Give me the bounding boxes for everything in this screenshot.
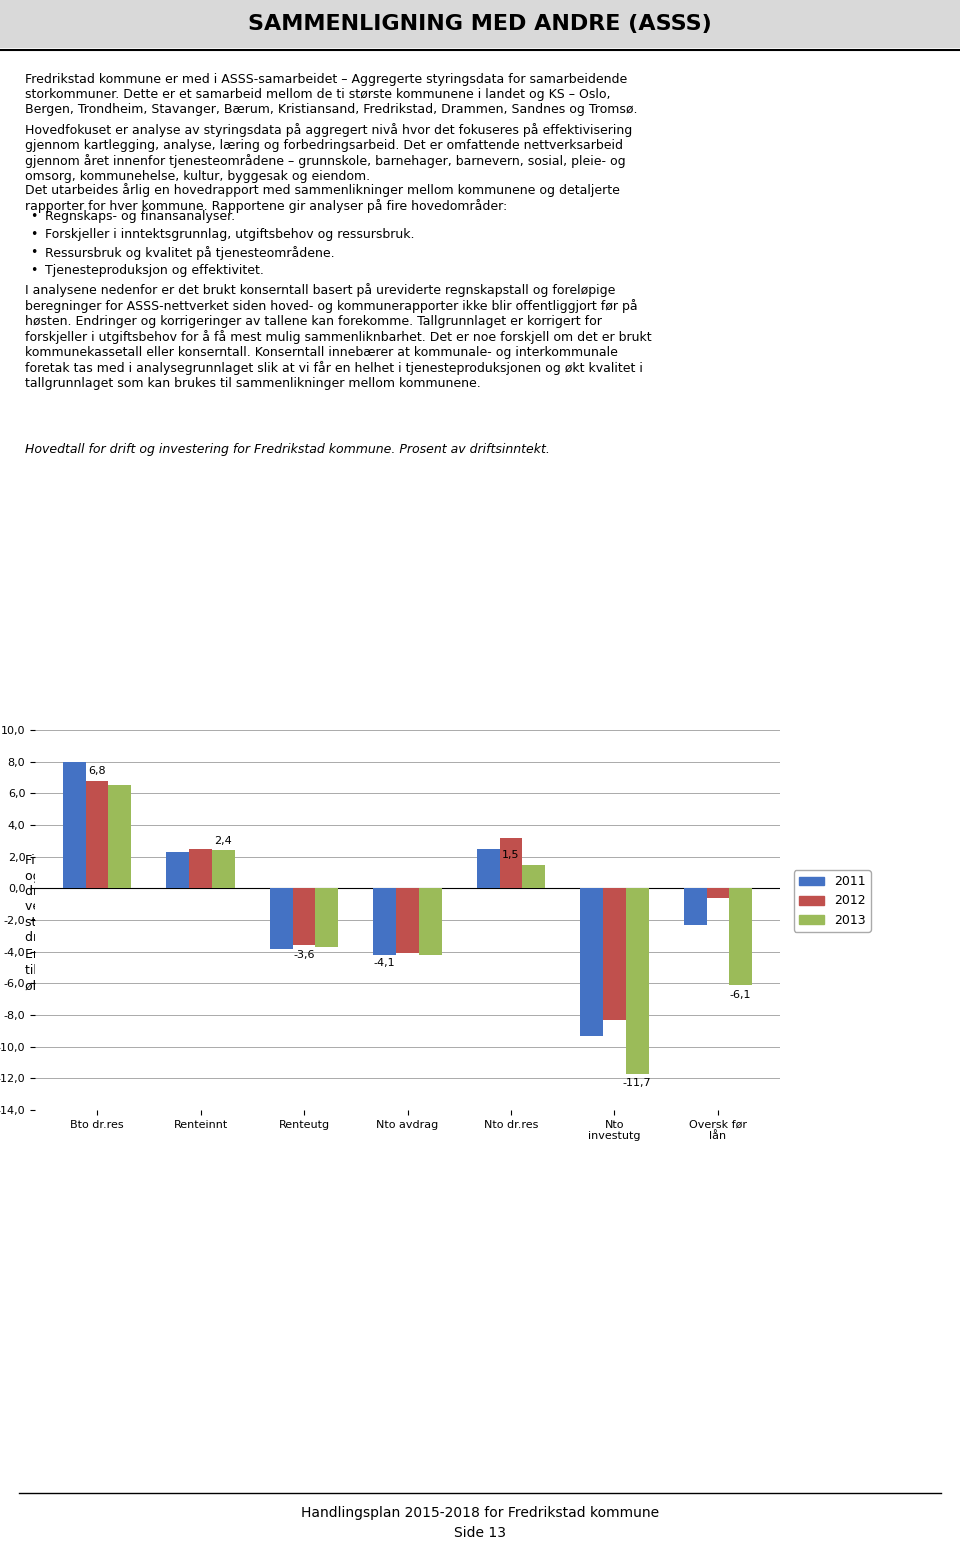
Bar xyxy=(684,889,707,925)
Bar xyxy=(626,889,649,1074)
Text: 6,8: 6,8 xyxy=(88,765,106,776)
Text: -6,1: -6,1 xyxy=(730,989,752,1000)
Text: Side 13: Side 13 xyxy=(454,1526,506,1540)
Text: Figuren over viser hovedtrekkene i Fredrikstad kommunes økonomiske utvikling i å: Figuren over viser hovedtrekkene i Fredr… xyxy=(25,853,672,944)
Bar xyxy=(166,851,189,889)
Bar xyxy=(477,848,499,889)
FancyBboxPatch shape xyxy=(0,0,960,49)
Bar xyxy=(499,837,522,889)
Text: •: • xyxy=(30,263,37,278)
Bar xyxy=(522,864,545,889)
Text: 2,4: 2,4 xyxy=(214,836,232,845)
Bar xyxy=(85,781,108,889)
Bar xyxy=(316,889,338,947)
Bar xyxy=(603,889,626,1019)
Text: I analysene nedenfor er det brukt konserntall basert på ureviderte regnskapstall: I analysene nedenfor er det brukt konser… xyxy=(25,282,652,390)
Text: -3,6: -3,6 xyxy=(293,950,315,960)
Text: Tjenesteproduksjon og effektivitet.: Tjenesteproduksjon og effektivitet. xyxy=(45,263,264,278)
Legend: 2011, 2012, 2013: 2011, 2012, 2013 xyxy=(794,870,871,931)
Text: •: • xyxy=(30,210,37,223)
Text: SAMMENLIGNING MED ANDRE (ASSS): SAMMENLIGNING MED ANDRE (ASSS) xyxy=(248,14,712,34)
Text: •: • xyxy=(30,227,37,241)
Text: 1,5: 1,5 xyxy=(502,850,519,859)
Text: Forskjeller i inntektsgrunnlag, utgiftsbehov og ressursbruk.: Forskjeller i inntektsgrunnlag, utgiftsb… xyxy=(45,227,415,241)
Bar xyxy=(707,889,730,898)
Bar xyxy=(63,762,85,889)
Bar xyxy=(189,848,212,889)
Bar xyxy=(373,889,396,955)
Text: Fredrikstad kommune er med i ASSS-samarbeidet – Aggregerte styringsdata for sama: Fredrikstad kommune er med i ASSS-samarb… xyxy=(25,74,637,116)
Text: -11,7: -11,7 xyxy=(623,1079,652,1088)
Text: Hovedtall for drift og investering for Fredrikstad kommune. Prosent av driftsinn: Hovedtall for drift og investering for F… xyxy=(25,444,550,456)
Bar xyxy=(730,889,752,985)
Text: En relativt stabil utvikling i renteinntekter og netto avdrag samtidig med noe l: En relativt stabil utvikling i renteinnt… xyxy=(25,949,676,993)
Text: •: • xyxy=(30,246,37,259)
Text: Hovedfokuset er analyse av styringsdata på aggregert nivå hvor det fokuseres på : Hovedfokuset er analyse av styringsdata … xyxy=(25,122,633,183)
Text: Ressursbruk og kvalitet på tjenesteområdene.: Ressursbruk og kvalitet på tjenesteområd… xyxy=(45,246,335,260)
Bar xyxy=(396,889,419,953)
Bar xyxy=(580,889,603,1035)
Bar xyxy=(212,850,234,889)
Bar xyxy=(419,889,442,955)
Text: -4,1: -4,1 xyxy=(374,958,396,967)
Bar xyxy=(108,786,132,889)
Bar xyxy=(270,889,293,949)
Text: Regnskaps- og finansanalyser.: Regnskaps- og finansanalyser. xyxy=(45,210,235,223)
Text: Handlingsplan 2015-2018 for Fredrikstad kommune: Handlingsplan 2015-2018 for Fredrikstad … xyxy=(300,1505,660,1519)
Text: Det utarbeides årlig en hovedrapport med sammenlikninger mellom kommunene og det: Det utarbeides årlig en hovedrapport med… xyxy=(25,183,620,213)
Bar xyxy=(293,889,316,946)
